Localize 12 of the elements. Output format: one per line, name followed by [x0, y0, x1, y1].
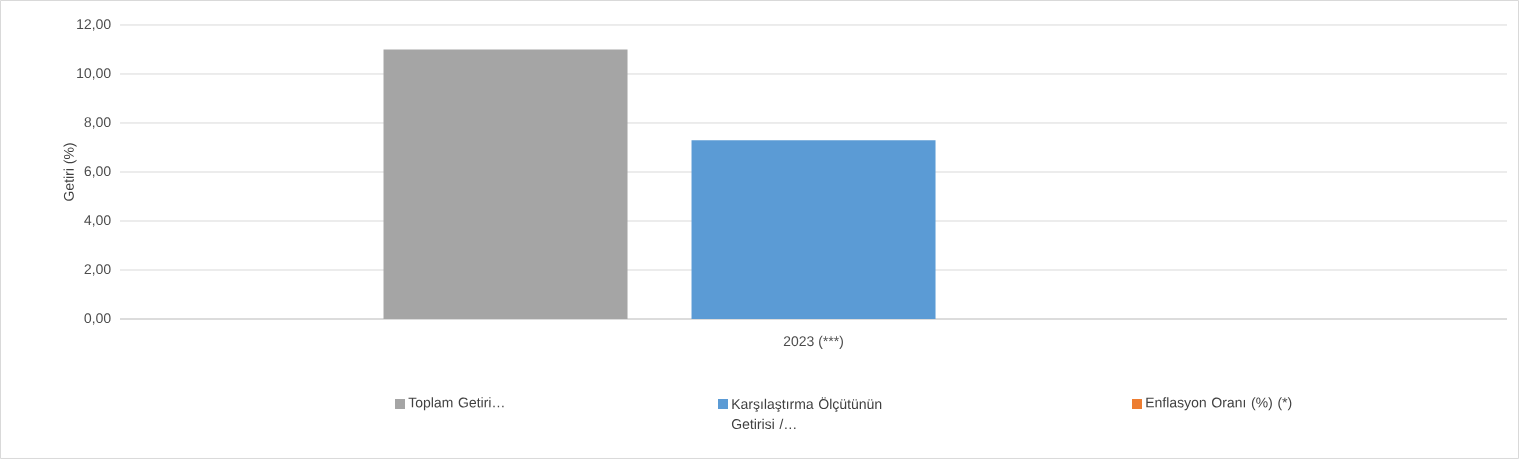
y-axis-title: Getiri (%)	[63, 143, 77, 201]
y-tick-label: 0,00	[84, 313, 111, 325]
legend-label: Toplam Getiri…	[408, 397, 504, 411]
y-tick-label: 8,00	[84, 117, 111, 129]
y-tick-label: 12,00	[77, 19, 111, 31]
legend-label: Karşılaştırma Ölçütünün Getirisi /…	[731, 397, 882, 430]
legend-label: Enflasyon Oranı (%) (*)	[1146, 397, 1292, 411]
y-tick-label: 10,00	[77, 68, 111, 80]
y-tick-label: 4,00	[84, 215, 111, 227]
y-tick-label: 2,00	[84, 264, 111, 276]
x-tick-label: 2023 (***)	[783, 335, 843, 349]
y-tick-label: 6,00	[84, 166, 111, 178]
